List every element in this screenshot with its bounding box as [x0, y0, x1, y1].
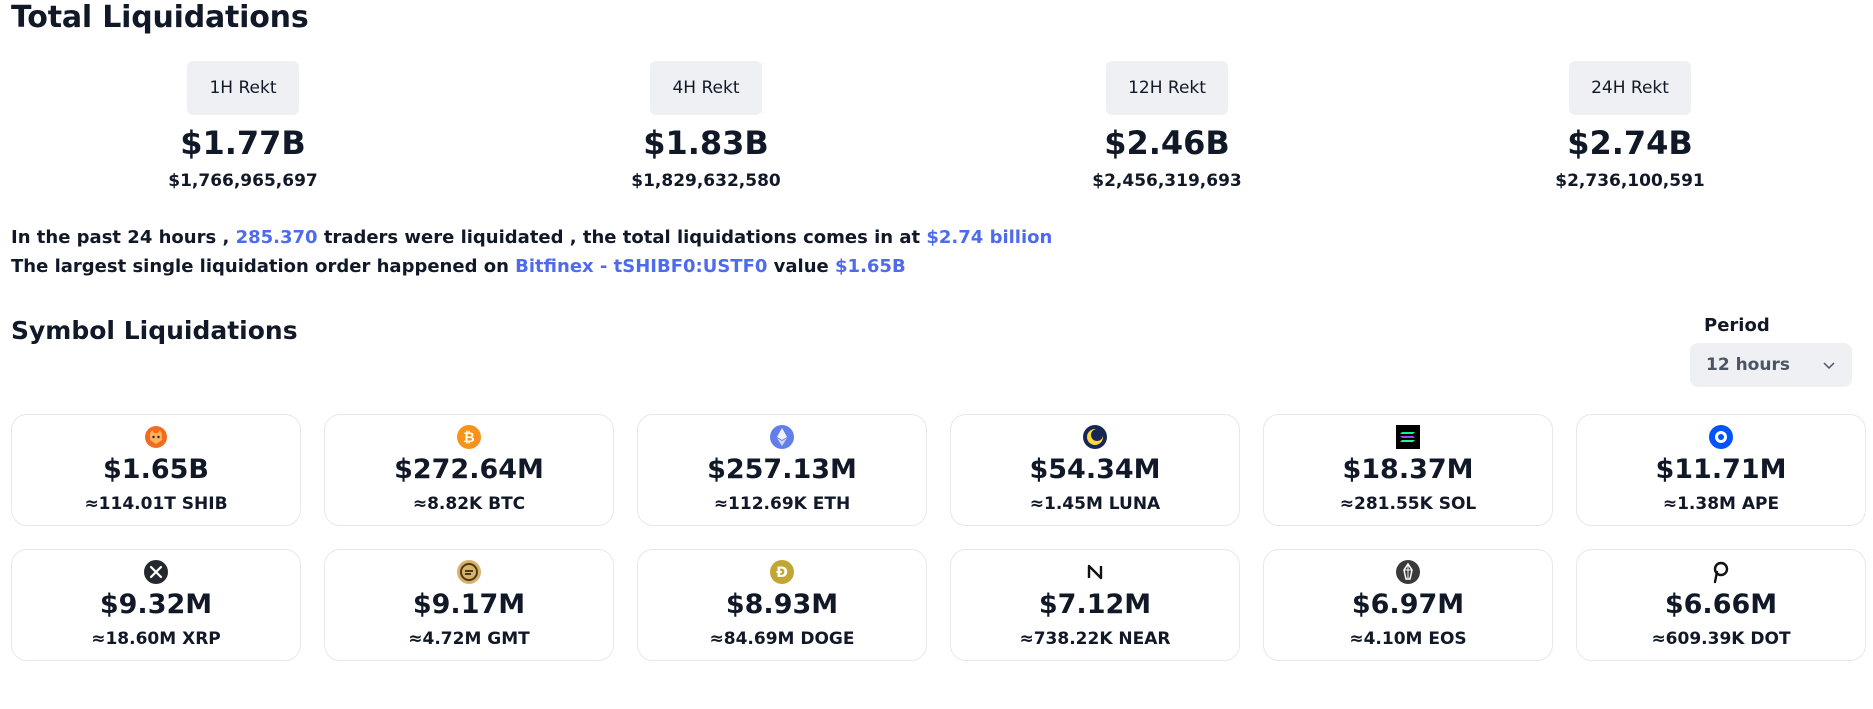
- symbol-quantity: ≈18.60M XRP: [91, 629, 221, 649]
- svg-text:Ð: Ð: [776, 565, 788, 581]
- symbol-amount: $272.64M: [394, 454, 544, 485]
- rekt-24h-tab[interactable]: 24H Rekt: [1569, 61, 1691, 115]
- eos-icon: [1396, 560, 1420, 584]
- rekt-24h-short: $2.74B: [1567, 124, 1693, 162]
- luna-icon: [1083, 425, 1107, 449]
- symbol-amount: $6.66M: [1664, 589, 1778, 620]
- symbol-quantity: ≈4.10M EOS: [1349, 629, 1467, 649]
- gmt-icon: [457, 560, 481, 584]
- symbol-card-ape[interactable]: $11.71M ≈1.38M APE: [1576, 414, 1866, 526]
- summary-text: The largest single liquidation order hap…: [11, 256, 516, 277]
- symbol-quantity: ≈4.72M GMT: [408, 629, 530, 649]
- rekt-4h-exact: $1,829,632,580: [631, 171, 781, 191]
- symbol-card-gmt[interactable]: $9.17M ≈4.72M GMT: [324, 549, 614, 661]
- symbol-amount: $8.93M: [725, 589, 839, 620]
- section-title: Symbol Liquidations: [11, 316, 298, 345]
- rekt-1h: 1H Rekt $1.77B $1,766,965,697: [113, 61, 373, 193]
- symbol-card-near[interactable]: $7.12M ≈738.22K NEAR: [950, 549, 1240, 661]
- total-liquidation-value: $2.74 billion: [926, 227, 1053, 248]
- symbol-card-btc[interactable]: ₿ $272.64M ≈8.82K BTC: [324, 414, 614, 526]
- rekt-1h-short: $1.77B: [180, 124, 306, 162]
- symbol-card-sol[interactable]: $18.37M ≈281.55K SOL: [1263, 414, 1553, 526]
- doge-icon: Ð: [770, 560, 794, 584]
- rekt-4h-short: $1.83B: [643, 124, 769, 162]
- symbol-amount: $257.13M: [707, 454, 857, 485]
- symbol-card-doge[interactable]: Ð $8.93M ≈84.69M DOGE: [637, 549, 927, 661]
- symbol-card-eth[interactable]: $257.13M ≈112.69K ETH: [637, 414, 927, 526]
- symbol-quantity: ≈1.38M APE: [1662, 494, 1780, 514]
- rekt-1h-exact: $1,766,965,697: [168, 171, 318, 191]
- summary-text: In the past 24 hours ,: [11, 227, 236, 248]
- symbol-card-shib[interactable]: $1.65B ≈114.01T SHIB: [11, 414, 301, 526]
- sol-icon: [1396, 425, 1420, 449]
- symbol-card-eos[interactable]: $6.97M ≈4.10M EOS: [1263, 549, 1553, 661]
- symbol-card-dot[interactable]: $6.66M ≈609.39K DOT: [1576, 549, 1866, 661]
- symbol-amount: $6.97M: [1351, 589, 1465, 620]
- symbol-amount: $54.34M: [1029, 454, 1161, 485]
- xrp-icon: [144, 560, 168, 584]
- symbol-quantity: ≈1.45M LUNA: [1029, 494, 1161, 514]
- ape-icon: [1709, 425, 1733, 449]
- chevron-down-icon: [1823, 362, 1835, 370]
- symbol-amount: $7.12M: [1038, 589, 1152, 620]
- symbol-amount: $18.37M: [1342, 454, 1474, 485]
- symbol-amount: $1.65B: [103, 454, 209, 485]
- symbol-card-xrp[interactable]: $9.32M ≈18.60M XRP: [11, 549, 301, 661]
- rekt-12h-exact: $2,456,319,693: [1092, 171, 1242, 191]
- page-title: Total Liquidations: [11, 0, 309, 35]
- symbol-amount: $9.17M: [412, 589, 526, 620]
- symbol-quantity: ≈281.55K SOL: [1339, 494, 1477, 514]
- summary-line-2: The largest single liquidation order hap…: [11, 254, 906, 280]
- traders-count: 285.370: [235, 227, 318, 248]
- symbol-card-luna[interactable]: $54.34M ≈1.45M LUNA: [950, 414, 1240, 526]
- near-icon: [1087, 564, 1103, 580]
- summary-text: traders were liquidated , the total liqu…: [317, 227, 927, 248]
- dot-icon: [1713, 561, 1729, 584]
- rekt-12h: 12H Rekt $2.46B $2,456,319,693: [1037, 61, 1297, 193]
- symbol-quantity: ≈84.69M DOGE: [709, 629, 855, 649]
- exchange-pair-link[interactable]: Bitfinex - tSHIBF0:USTF0: [515, 256, 768, 277]
- period-value: 12 hours: [1706, 355, 1790, 375]
- summary-line-1: In the past 24 hours , 285.370 traders w…: [11, 225, 1052, 251]
- rekt-4h-tab[interactable]: 4H Rekt: [650, 61, 762, 115]
- shib-icon: [145, 426, 167, 448]
- eth-icon: [770, 425, 794, 449]
- largest-order-value: $1.65B: [835, 256, 906, 277]
- rekt-12h-tab[interactable]: 12H Rekt: [1106, 61, 1228, 115]
- symbol-quantity: ≈609.39K DOT: [1651, 629, 1791, 649]
- symbol-quantity: ≈8.82K BTC: [412, 494, 526, 514]
- period-select[interactable]: 12 hours: [1690, 343, 1852, 387]
- rekt-1h-tab[interactable]: 1H Rekt: [187, 61, 299, 115]
- summary-text: value: [767, 256, 836, 277]
- period-label: Period: [1704, 315, 1770, 336]
- svg-text:₿: ₿: [463, 430, 474, 446]
- symbol-quantity: ≈738.22K NEAR: [1019, 629, 1171, 649]
- symbol-quantity: ≈112.69K ETH: [713, 494, 851, 514]
- symbol-amount: $11.71M: [1655, 454, 1787, 485]
- btc-icon: ₿: [457, 425, 481, 449]
- symbol-quantity: ≈114.01T SHIB: [84, 494, 228, 514]
- rekt-4h: 4H Rekt $1.83B $1,829,632,580: [576, 61, 836, 193]
- rekt-24h-exact: $2,736,100,591: [1555, 171, 1705, 191]
- rekt-12h-short: $2.46B: [1104, 124, 1230, 162]
- symbol-amount: $9.32M: [99, 589, 213, 620]
- rekt-24h: 24H Rekt $2.74B $2,736,100,591: [1500, 61, 1760, 193]
